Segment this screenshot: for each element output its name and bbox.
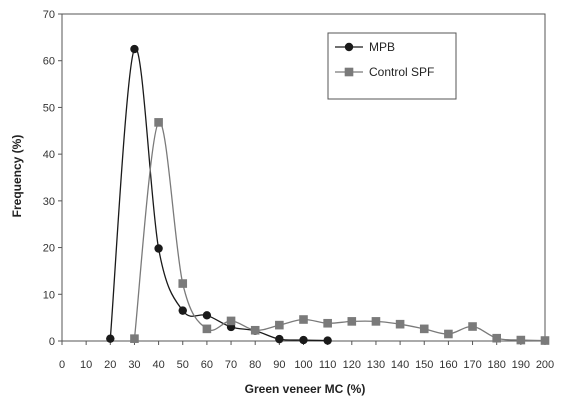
legend-marker-mpb	[344, 42, 354, 52]
y-tick-label: 40	[43, 149, 55, 161]
x-tick-label: 170	[463, 359, 481, 371]
legend-label-control-spf: Control SPF	[369, 65, 434, 79]
series-layer	[106, 44, 550, 345]
legend-label-mpb: MPB	[369, 40, 395, 54]
y-tick-label: 60	[43, 56, 55, 68]
data-point-mpb	[202, 311, 212, 320]
data-point-control-spf	[323, 318, 332, 328]
x-tick-label: 10	[80, 359, 92, 371]
y-tick-label: 50	[43, 102, 55, 114]
y-tick-label: 10	[43, 289, 55, 301]
x-tick-label: 190	[512, 359, 530, 371]
data-point-control-spf	[492, 333, 501, 343]
x-tick-label: 0	[59, 359, 65, 371]
x-tick-label: 100	[294, 359, 312, 371]
x-tick-label: 80	[249, 359, 261, 371]
data-point-control-spf	[371, 317, 381, 326]
data-point-control-spf	[540, 336, 550, 345]
data-point-control-spf	[202, 324, 212, 334]
data-point-mpb	[299, 335, 308, 345]
data-point-control-spf	[395, 319, 405, 329]
data-point-control-spf	[444, 329, 453, 339]
x-tick-label: 200	[536, 359, 554, 371]
plot-area	[61, 13, 546, 342]
series-mpb	[106, 44, 332, 345]
x-tick-label: 30	[128, 359, 140, 371]
series-line-control-spf	[133, 121, 546, 342]
data-point-control-spf	[226, 316, 236, 326]
series-line-mpb	[109, 47, 328, 342]
x-tick-label: 70	[225, 359, 237, 371]
series-control-spf	[130, 118, 550, 345]
data-point-mpb	[130, 44, 139, 54]
data-point-mpb	[178, 306, 187, 315]
data-point-mpb	[106, 334, 115, 343]
x-tick-label: 110	[319, 359, 337, 371]
data-point-control-spf	[299, 315, 308, 324]
x-tick-label: 150	[415, 359, 433, 371]
y-tick-label: 0	[49, 336, 55, 348]
y-axis-title: Frequency (%)	[10, 135, 24, 218]
x-tick-label: 130	[367, 359, 385, 371]
axes: 0 10 20 30 40 50 60 70 0 10 20 30 40 50 60 70 80 90 100 110…	[43, 9, 554, 371]
x-tick-label: 160	[439, 359, 457, 371]
data-point-control-spf	[419, 324, 429, 334]
data-point-mpb	[154, 244, 163, 253]
data-point-control-spf	[516, 335, 526, 345]
data-point-control-spf	[154, 118, 163, 127]
data-point-control-spf	[275, 320, 284, 330]
data-point-control-spf	[130, 334, 139, 343]
x-tick-label: 60	[201, 359, 213, 371]
legend-marker-control-spf	[344, 67, 354, 77]
y-tick-label: 30	[43, 196, 55, 208]
data-point-control-spf	[250, 325, 260, 335]
data-point-mpb	[323, 336, 332, 345]
y-tick-label: 70	[43, 9, 55, 21]
data-point-control-spf	[178, 279, 188, 288]
x-tick-label: 120	[343, 359, 361, 371]
data-point-mpb	[275, 334, 284, 344]
data-point-control-spf	[468, 322, 477, 331]
x-tick-label: 20	[104, 359, 116, 371]
x-tick-label: 140	[391, 359, 409, 371]
x-tick-label: 50	[177, 359, 189, 371]
x-tick-label: 40	[152, 359, 164, 371]
x-axis-title: Green veneer MC (%)	[245, 382, 366, 396]
legend: MPB Control SPF	[327, 32, 457, 100]
x-tick-label: 180	[488, 359, 506, 371]
data-point-control-spf	[347, 317, 357, 326]
y-tick-label: 20	[43, 243, 55, 255]
x-tick-label: 90	[273, 359, 285, 371]
